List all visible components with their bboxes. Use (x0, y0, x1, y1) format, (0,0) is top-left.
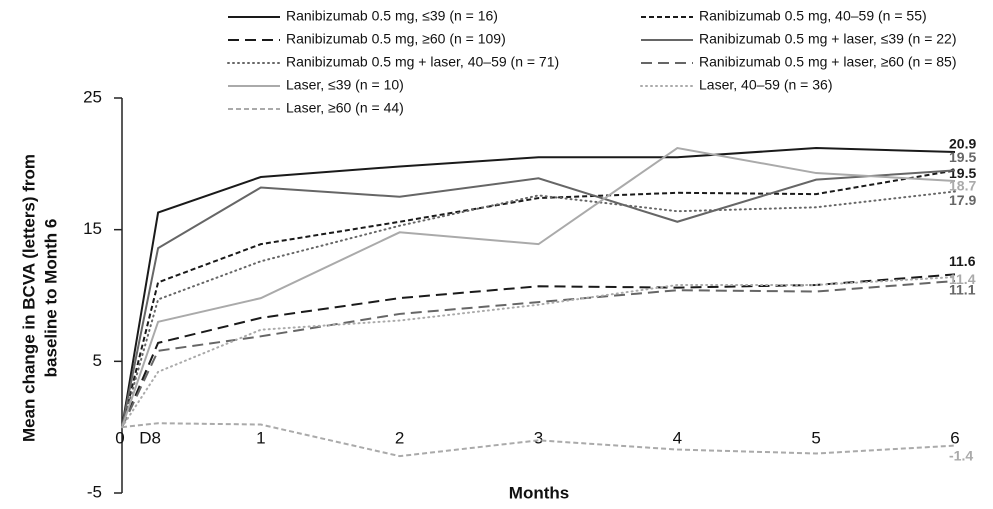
x-tick-label: 0 (115, 429, 124, 448)
y-axis-label: Mean change in BCVA (letters) from basel… (19, 154, 60, 442)
y-tick-label: 5 (93, 351, 102, 370)
legend-label: Laser, ≤39 (n = 10) (286, 77, 404, 93)
series-line (121, 147, 956, 428)
series-line (121, 190, 956, 429)
x-tick-label: 6 (950, 429, 959, 448)
y-axis-label-line: Mean change in BCVA (letters) from (19, 154, 38, 442)
x-tick-label: D8 (139, 429, 161, 448)
x-tick-label: 3 (534, 429, 543, 448)
end-value-label: 19.5 (949, 149, 976, 165)
end-value-label: 19.5 (949, 165, 976, 181)
series-line (121, 276, 956, 429)
end-value-label: 18.7 (949, 178, 976, 194)
legend-label: Ranibizumab 0.5 mg, ≥60 (n = 109) (286, 31, 506, 47)
x-tick-label: 4 (673, 429, 682, 448)
x-axis-label: Months (509, 483, 569, 502)
legend-label: Ranibizumab 0.5 mg, ≤39 (n = 16) (286, 8, 498, 24)
end-value-label: 11.4 (949, 271, 976, 287)
series-line (121, 273, 956, 428)
y-axis-label-line: baseline to Month 6 (41, 219, 60, 378)
series-line (121, 280, 956, 428)
y-tick-label: 15 (83, 219, 102, 238)
end-value-label: 20.9 (949, 136, 976, 152)
x-tick-label: 2 (395, 429, 404, 448)
legend-label: Ranibizumab 0.5 mg + laser, ≥60 (n = 85) (699, 54, 957, 70)
x-tick-label: 1 (256, 429, 265, 448)
series-line (121, 422, 956, 458)
legend-label: Ranibizumab 0.5 mg + laser, ≤39 (n = 22) (699, 31, 957, 47)
legend-label: Ranibizumab 0.5 mg + laser, 40–59 (n = 7… (286, 54, 559, 70)
y-tick-label: 25 (83, 87, 102, 106)
series-line (121, 169, 956, 428)
x-tick-label: 5 (811, 429, 820, 448)
series-line (121, 169, 956, 428)
end-value-label: 17.9 (949, 192, 976, 208)
end-value-label: 11.6 (949, 253, 976, 269)
legend-label: Laser, 40–59 (n = 36) (699, 77, 833, 93)
legend-label: Laser, ≥60 (n = 44) (286, 100, 404, 116)
end-value-label: 11.1 (949, 282, 976, 298)
legend-label: Ranibizumab 0.5 mg, 40–59 (n = 55) (699, 8, 927, 24)
end-value-label: -1.4 (949, 447, 973, 463)
series-line (121, 146, 956, 428)
y-tick-label: -5 (87, 482, 102, 501)
